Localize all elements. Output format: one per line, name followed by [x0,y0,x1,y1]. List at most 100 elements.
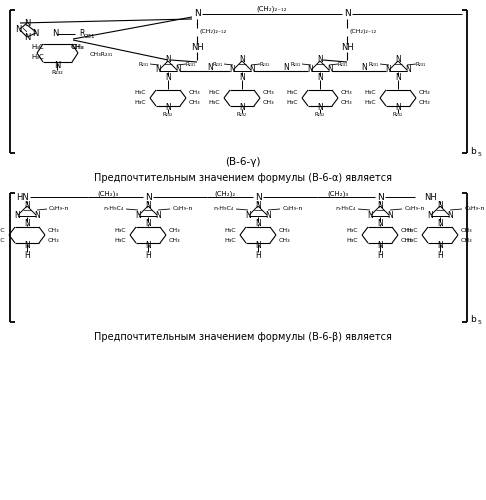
Text: N: N [165,56,171,64]
Text: N: N [145,220,151,228]
Text: (CH₂)₂₋₁₂: (CH₂)₂₋₁₂ [349,30,376,35]
Text: N: N [265,210,271,220]
Text: N: N [24,220,30,228]
Text: N: N [24,200,30,209]
Text: 231: 231 [85,34,95,40]
Text: N: N [377,200,383,209]
Text: N: N [249,66,255,74]
Text: CH₃: CH₃ [278,228,290,232]
Text: H₃C: H₃C [0,238,5,242]
Text: N: N [377,192,383,202]
Text: H₃C: H₃C [406,228,418,232]
Text: N: N [317,102,323,112]
Text: H: H [145,252,151,260]
Text: N: N [239,102,245,112]
Text: CH₃: CH₃ [262,90,274,96]
Text: N: N [135,210,141,220]
Text: CH₃: CH₃ [168,238,180,242]
Text: N: N [317,56,323,64]
Text: R₂₃₁: R₂₃₁ [416,62,426,66]
Text: CH₃: CH₃ [340,100,352,105]
Text: N: N [15,26,21,35]
Text: N: N [437,200,443,209]
Text: N: N [145,200,151,209]
Text: CH₃: CH₃ [71,44,85,50]
Text: N: N [145,192,151,202]
Text: H₃C: H₃C [208,90,220,96]
Text: N: N [155,210,161,220]
Text: Предпочтительным значением формулы (B-6-β) является: Предпочтительным значением формулы (B-6-… [94,332,392,342]
Text: N: N [175,66,181,74]
Text: H₃C: H₃C [406,238,418,242]
Text: CH₃R₂₃₁: CH₃R₂₃₁ [90,52,113,58]
Text: H₃C: H₃C [346,228,358,232]
Text: N: N [207,62,213,72]
Text: R₂₃₁: R₂₃₁ [213,62,223,66]
Text: C₄H₉-n: C₄H₉-n [405,206,425,212]
Text: H₃C: H₃C [364,100,376,105]
Text: N: N [395,102,401,112]
Text: CH₃: CH₃ [400,228,412,232]
Text: H₃C: H₃C [286,100,298,105]
Text: N: N [377,220,383,228]
Text: R₂₃₁: R₂₃₁ [260,62,270,66]
Text: N: N [387,210,393,220]
Text: HN: HN [16,192,28,202]
Text: N: N [344,10,350,18]
Text: H₃C: H₃C [346,238,358,242]
Text: N: N [317,74,323,82]
Text: (CH₂)₂: (CH₂)₂ [214,190,236,197]
Text: N: N [24,240,30,250]
Text: CH₃: CH₃ [168,228,180,232]
Text: N: N [239,74,245,82]
Text: H: H [24,252,30,260]
Text: N: N [165,74,171,82]
Text: H₃C: H₃C [134,100,146,105]
Text: R₂₃₂: R₂₃₂ [393,112,403,117]
Text: R₂₃₂: R₂₃₂ [163,112,173,117]
Text: CH₃: CH₃ [400,238,412,242]
Text: H₃C: H₃C [208,100,220,105]
Text: Предпочтительным значением формулы (B-6-α) является: Предпочтительным значением формулы (B-6-… [94,173,392,183]
Text: N: N [255,240,261,250]
Text: H₃C: H₃C [114,228,126,232]
Text: C₄H₉-n: C₄H₉-n [173,206,193,212]
Text: CH₃: CH₃ [278,238,290,242]
Text: H₃C: H₃C [134,90,146,96]
Text: R₂₃₂: R₂₃₂ [51,70,63,76]
Text: H: H [255,252,261,260]
Text: N: N [437,240,443,250]
Text: N: N [52,30,58,38]
Text: N: N [229,66,235,74]
Text: NH: NH [424,192,436,202]
Text: H₃C: H₃C [0,228,5,232]
Text: N: N [367,210,373,220]
Text: C₄H₉-n: C₄H₉-n [283,206,303,212]
Text: H₃C: H₃C [364,90,376,96]
Text: N: N [14,210,20,220]
Text: N: N [24,34,30,42]
Text: CH₃: CH₃ [188,100,200,105]
Text: N: N [155,66,161,74]
Text: N: N [255,200,261,209]
Text: CH₃: CH₃ [262,100,274,105]
Text: N: N [307,66,313,74]
Text: N: N [24,20,30,28]
Text: R₂₃₁: R₂₃₁ [186,62,196,66]
Text: CH₃: CH₃ [47,238,59,242]
Text: b: b [470,316,476,324]
Text: N: N [405,66,411,74]
Text: N: N [447,210,453,220]
Text: 5: 5 [477,320,481,326]
Text: H₃C: H₃C [224,228,236,232]
Text: N: N [239,56,245,64]
Text: N: N [34,210,40,220]
Text: H₃C: H₃C [286,90,298,96]
Text: R₂₃₁: R₂₃₁ [139,62,149,66]
Text: (CH₂)₃: (CH₂)₃ [97,190,119,197]
Text: (CH₂)₂₋₁₂: (CH₂)₂₋₁₂ [199,30,226,35]
Text: CH₃: CH₃ [460,228,472,232]
Text: N: N [145,240,151,250]
Text: n-H₉C₄: n-H₉C₄ [104,206,124,212]
Text: CH₃: CH₃ [418,100,430,105]
